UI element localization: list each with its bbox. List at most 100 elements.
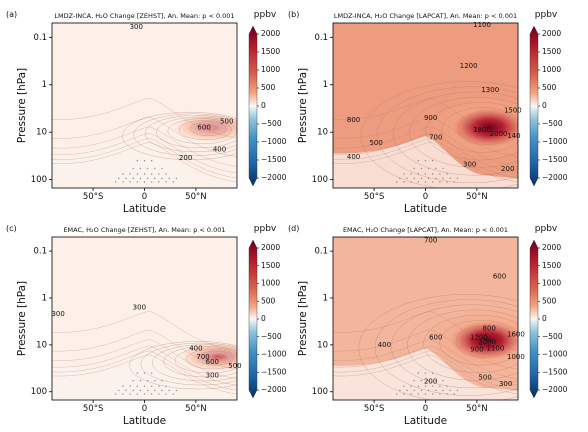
- y-tick-label: 1: [323, 80, 328, 90]
- contour-line: [360, 81, 518, 188]
- stipple-dot: [417, 173, 420, 175]
- contour-label: 400: [189, 345, 202, 353]
- colorbar-tick-label: 1500: [542, 47, 561, 56]
- stipple-dot: [431, 173, 434, 175]
- y-tick-label: 1: [42, 80, 47, 90]
- contour-label: 700: [424, 237, 437, 245]
- stipple-dot: [420, 389, 423, 392]
- colorbar-tick-label: 1000: [542, 65, 561, 74]
- stipple-dot: [150, 173, 153, 175]
- contour-line: [52, 97, 237, 139]
- stipple-dot: [431, 393, 434, 395]
- y-axis-label: Pressure [hPa]: [297, 68, 309, 143]
- contour-line: [455, 325, 513, 358]
- stipple-dot: [136, 372, 139, 374]
- stipple-dot: [431, 160, 434, 162]
- colorbar-tick-label: −2000: [542, 385, 568, 394]
- stipple-dot: [435, 379, 437, 382]
- stipple-dot: [165, 385, 167, 387]
- stipple-dot: [158, 385, 160, 387]
- x-tick-label: 0: [142, 192, 147, 202]
- colorbar-tick-label: 2000: [542, 29, 561, 38]
- colorbar-tick-label: 0: [542, 314, 547, 323]
- max-change-hotspot: [429, 95, 518, 160]
- stipple-dot: [150, 372, 153, 374]
- stipple-dot: [115, 181, 117, 183]
- significance-stipple: [396, 160, 459, 183]
- colorbar-tick-label: 500: [542, 296, 557, 305]
- stipple-dot: [446, 173, 448, 175]
- contour-label: 1800: [473, 126, 491, 134]
- contour-line: [423, 314, 518, 373]
- stipple-dot: [413, 167, 415, 170]
- stipple-dot: [456, 389, 459, 392]
- stipple-dot: [146, 167, 149, 170]
- stipple-dot: [442, 177, 444, 180]
- stipple-dot: [427, 379, 430, 382]
- troposphere-region: [52, 348, 237, 400]
- stipple-dot: [132, 379, 134, 382]
- contour-line: [52, 142, 237, 183]
- x-tick-label: 50°N: [185, 192, 206, 202]
- y-tick-label: 100: [312, 175, 328, 185]
- stipple-dot: [431, 181, 434, 183]
- y-tick-label: 10: [317, 340, 328, 350]
- x-tick-label: 50°S: [364, 192, 384, 202]
- y-tick-label: 1: [323, 293, 328, 303]
- colorbar-tick-label: −1500: [542, 367, 568, 376]
- contour-line: [333, 350, 518, 391]
- stipple-dot: [168, 389, 170, 392]
- contour-line: [333, 339, 518, 379]
- contour-line: [52, 138, 237, 179]
- x-tick-label: 50°N: [466, 192, 487, 202]
- significance-stipple: [396, 372, 459, 395]
- contour-label: 800: [483, 325, 496, 333]
- x-axis-label: Latitude: [123, 415, 166, 427]
- colorbar-unit-label: ppbv: [254, 10, 277, 20]
- stipple-dot: [132, 177, 134, 180]
- stipple-dot: [435, 167, 437, 170]
- field-shading: [333, 294, 518, 400]
- contour-line: [333, 311, 518, 351]
- y-tick-label: 0.1: [33, 247, 47, 257]
- panel-title: LMDZ-INCA, H₂O Change [LAPCAT], An. Mean…: [334, 12, 517, 20]
- x-tick-label: 50°S: [83, 192, 103, 202]
- colorbar-tick-label: −500: [261, 119, 282, 128]
- stipple-dot: [439, 393, 441, 395]
- panel-title: LMDZ-INCA, H₂O Change [ZEHST], An. Mean:…: [54, 12, 234, 20]
- stipple-dot: [129, 393, 131, 395]
- stipple-dot: [136, 181, 139, 183]
- stipple-dot: [417, 385, 420, 387]
- contour-label: 1000: [507, 353, 525, 361]
- stipple-dot: [417, 160, 420, 162]
- panel-label: (b): [288, 10, 299, 19]
- contour-line: [186, 349, 237, 370]
- stipple-dot: [143, 385, 146, 387]
- stipple-dot: [175, 177, 178, 180]
- contour-line: [333, 138, 518, 179]
- stipple-dot: [154, 379, 156, 382]
- colorbar-tick-label: 500: [542, 83, 557, 92]
- contour-line: [333, 126, 518, 167]
- stipple-dot: [172, 393, 174, 395]
- colorbar: [248, 239, 258, 399]
- stipple-dot: [154, 167, 156, 170]
- x-tick-label: 50°N: [185, 404, 206, 414]
- contour-line: [190, 121, 227, 137]
- contour-line: [174, 347, 237, 374]
- stipple-dot: [146, 177, 149, 180]
- field-shading: [333, 81, 518, 188]
- stipple-dot: [420, 167, 423, 170]
- stipple-dot: [122, 385, 124, 387]
- stipple-dot: [150, 393, 153, 395]
- stipple-dot: [161, 177, 163, 180]
- contour-line: [144, 115, 237, 153]
- contour-line: [52, 311, 237, 351]
- stipple-dot: [446, 385, 448, 387]
- stipple-dot: [427, 389, 430, 392]
- stipple-dot: [424, 181, 427, 183]
- colorbar-tick-label: 2000: [261, 29, 280, 38]
- colorbar-tick-label: −2000: [261, 385, 287, 394]
- panel-title: EMAC, H₂O Change [ZEHST], An. Mean: p < …: [63, 226, 225, 234]
